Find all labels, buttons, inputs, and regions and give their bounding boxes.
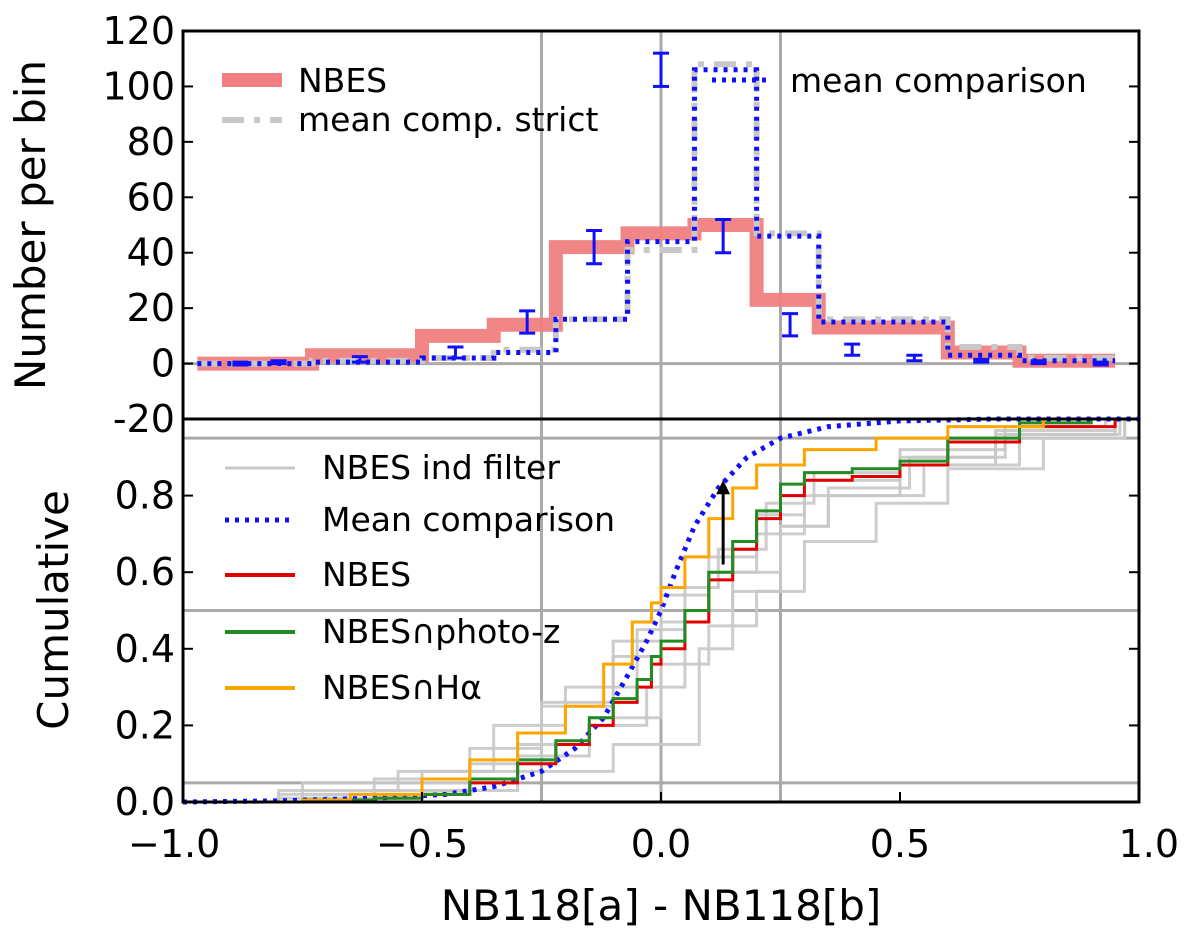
bottom-ytick-label: 0.0 — [115, 780, 175, 824]
bottom-ytick-label: 0.2 — [115, 703, 175, 747]
bottom-legend: NBES ind filter Mean comparison NBES NBE… — [225, 448, 615, 707]
bottom-xticks: −1.0 −0.5 0.0 0.5 1.0 — [128, 792, 1179, 866]
bottom-xtick-label: 1.0 — [1119, 822, 1179, 866]
bottom-xtick-label: −1.0 — [128, 822, 220, 866]
top-ytick-label: 80 — [127, 120, 175, 164]
top-ytick-label: 120 — [102, 9, 175, 53]
error-bar — [973, 357, 990, 364]
bottom-ylabel: Cumulative — [29, 490, 78, 730]
legend-label-nbes-photoz: NBES∩photo-z — [322, 612, 560, 651]
legend-label-mean-comparison: mean comparison — [790, 61, 1087, 100]
top-errorbars — [232, 51, 1109, 367]
bottom-ytick-label: 0.8 — [115, 474, 175, 518]
legend-label-nbes-cum: NBES — [322, 555, 411, 594]
legend-label-mean-comparison-cum: Mean comparison — [322, 500, 615, 539]
top-ytick-label: 60 — [127, 175, 175, 219]
error-bar — [232, 360, 249, 367]
top-series-0 — [197, 218, 1116, 371]
error-bar — [844, 342, 861, 357]
top-ytick-label: 40 — [127, 231, 175, 275]
bottom-xtick-label: 0.5 — [870, 822, 930, 866]
bottom-xtick-label: −0.5 — [376, 822, 468, 866]
bottom-ytick-label: 0.6 — [115, 550, 175, 594]
top-ytick-label: 0 — [151, 342, 175, 386]
top-series — [197, 61, 1116, 371]
bottom-ytick-label: 0.4 — [115, 627, 175, 671]
bottom-xlabel: NB118[a] - NB118[b] — [441, 881, 882, 930]
top-series-2 — [197, 67, 1116, 367]
error-bar — [782, 312, 799, 338]
top-yticks: 120 100 80 60 40 20 0 -20 — [102, 9, 1139, 441]
error-bar — [906, 353, 923, 363]
legend-label-nbes-halpha: NBES∩Hα — [322, 668, 482, 707]
error-bar — [653, 51, 669, 88]
top-ytick-label: -20 — [113, 397, 175, 441]
bottom-panel: 0.0 0.2 0.4 0.6 0.8 −1.0 −0.5 0.0 0.5 1.0 Cumula… — [29, 416, 1179, 930]
top-ytick-label: 20 — [127, 286, 175, 330]
error-bar — [1030, 359, 1047, 366]
error-bar — [447, 345, 464, 360]
top-panel: 120 100 80 60 40 20 0 -20 Number per bin NBES m… — [6, 9, 1141, 441]
top-legend: NBES mean comp. strict mean comparison — [222, 61, 1087, 139]
error-bar — [715, 217, 732, 255]
bottom-series — [182, 416, 1139, 805]
cum-series-4 — [230, 419, 1045, 804]
arrow-head — [716, 480, 731, 495]
bottom-xtick-label: 0.0 — [631, 822, 691, 866]
error-bar — [351, 355, 368, 364]
legend-label-nbes: NBES — [298, 61, 387, 100]
bottom-arrow — [716, 480, 731, 565]
top-ytick-label: 100 — [102, 64, 175, 108]
top-ylabel: Number per bin — [6, 60, 55, 390]
error-bar — [586, 229, 603, 266]
error-bar — [1092, 360, 1109, 367]
legend-label-mean-comp-strict: mean comp. strict — [298, 100, 598, 139]
error-bar — [270, 359, 287, 366]
error-bar — [519, 309, 536, 335]
cum-series-3 — [216, 419, 1093, 804]
legend-label-nbes-ind-filter: NBES ind filter — [322, 448, 560, 487]
bottom-yticks: 0.0 0.2 0.4 0.6 0.8 — [115, 474, 1139, 824]
